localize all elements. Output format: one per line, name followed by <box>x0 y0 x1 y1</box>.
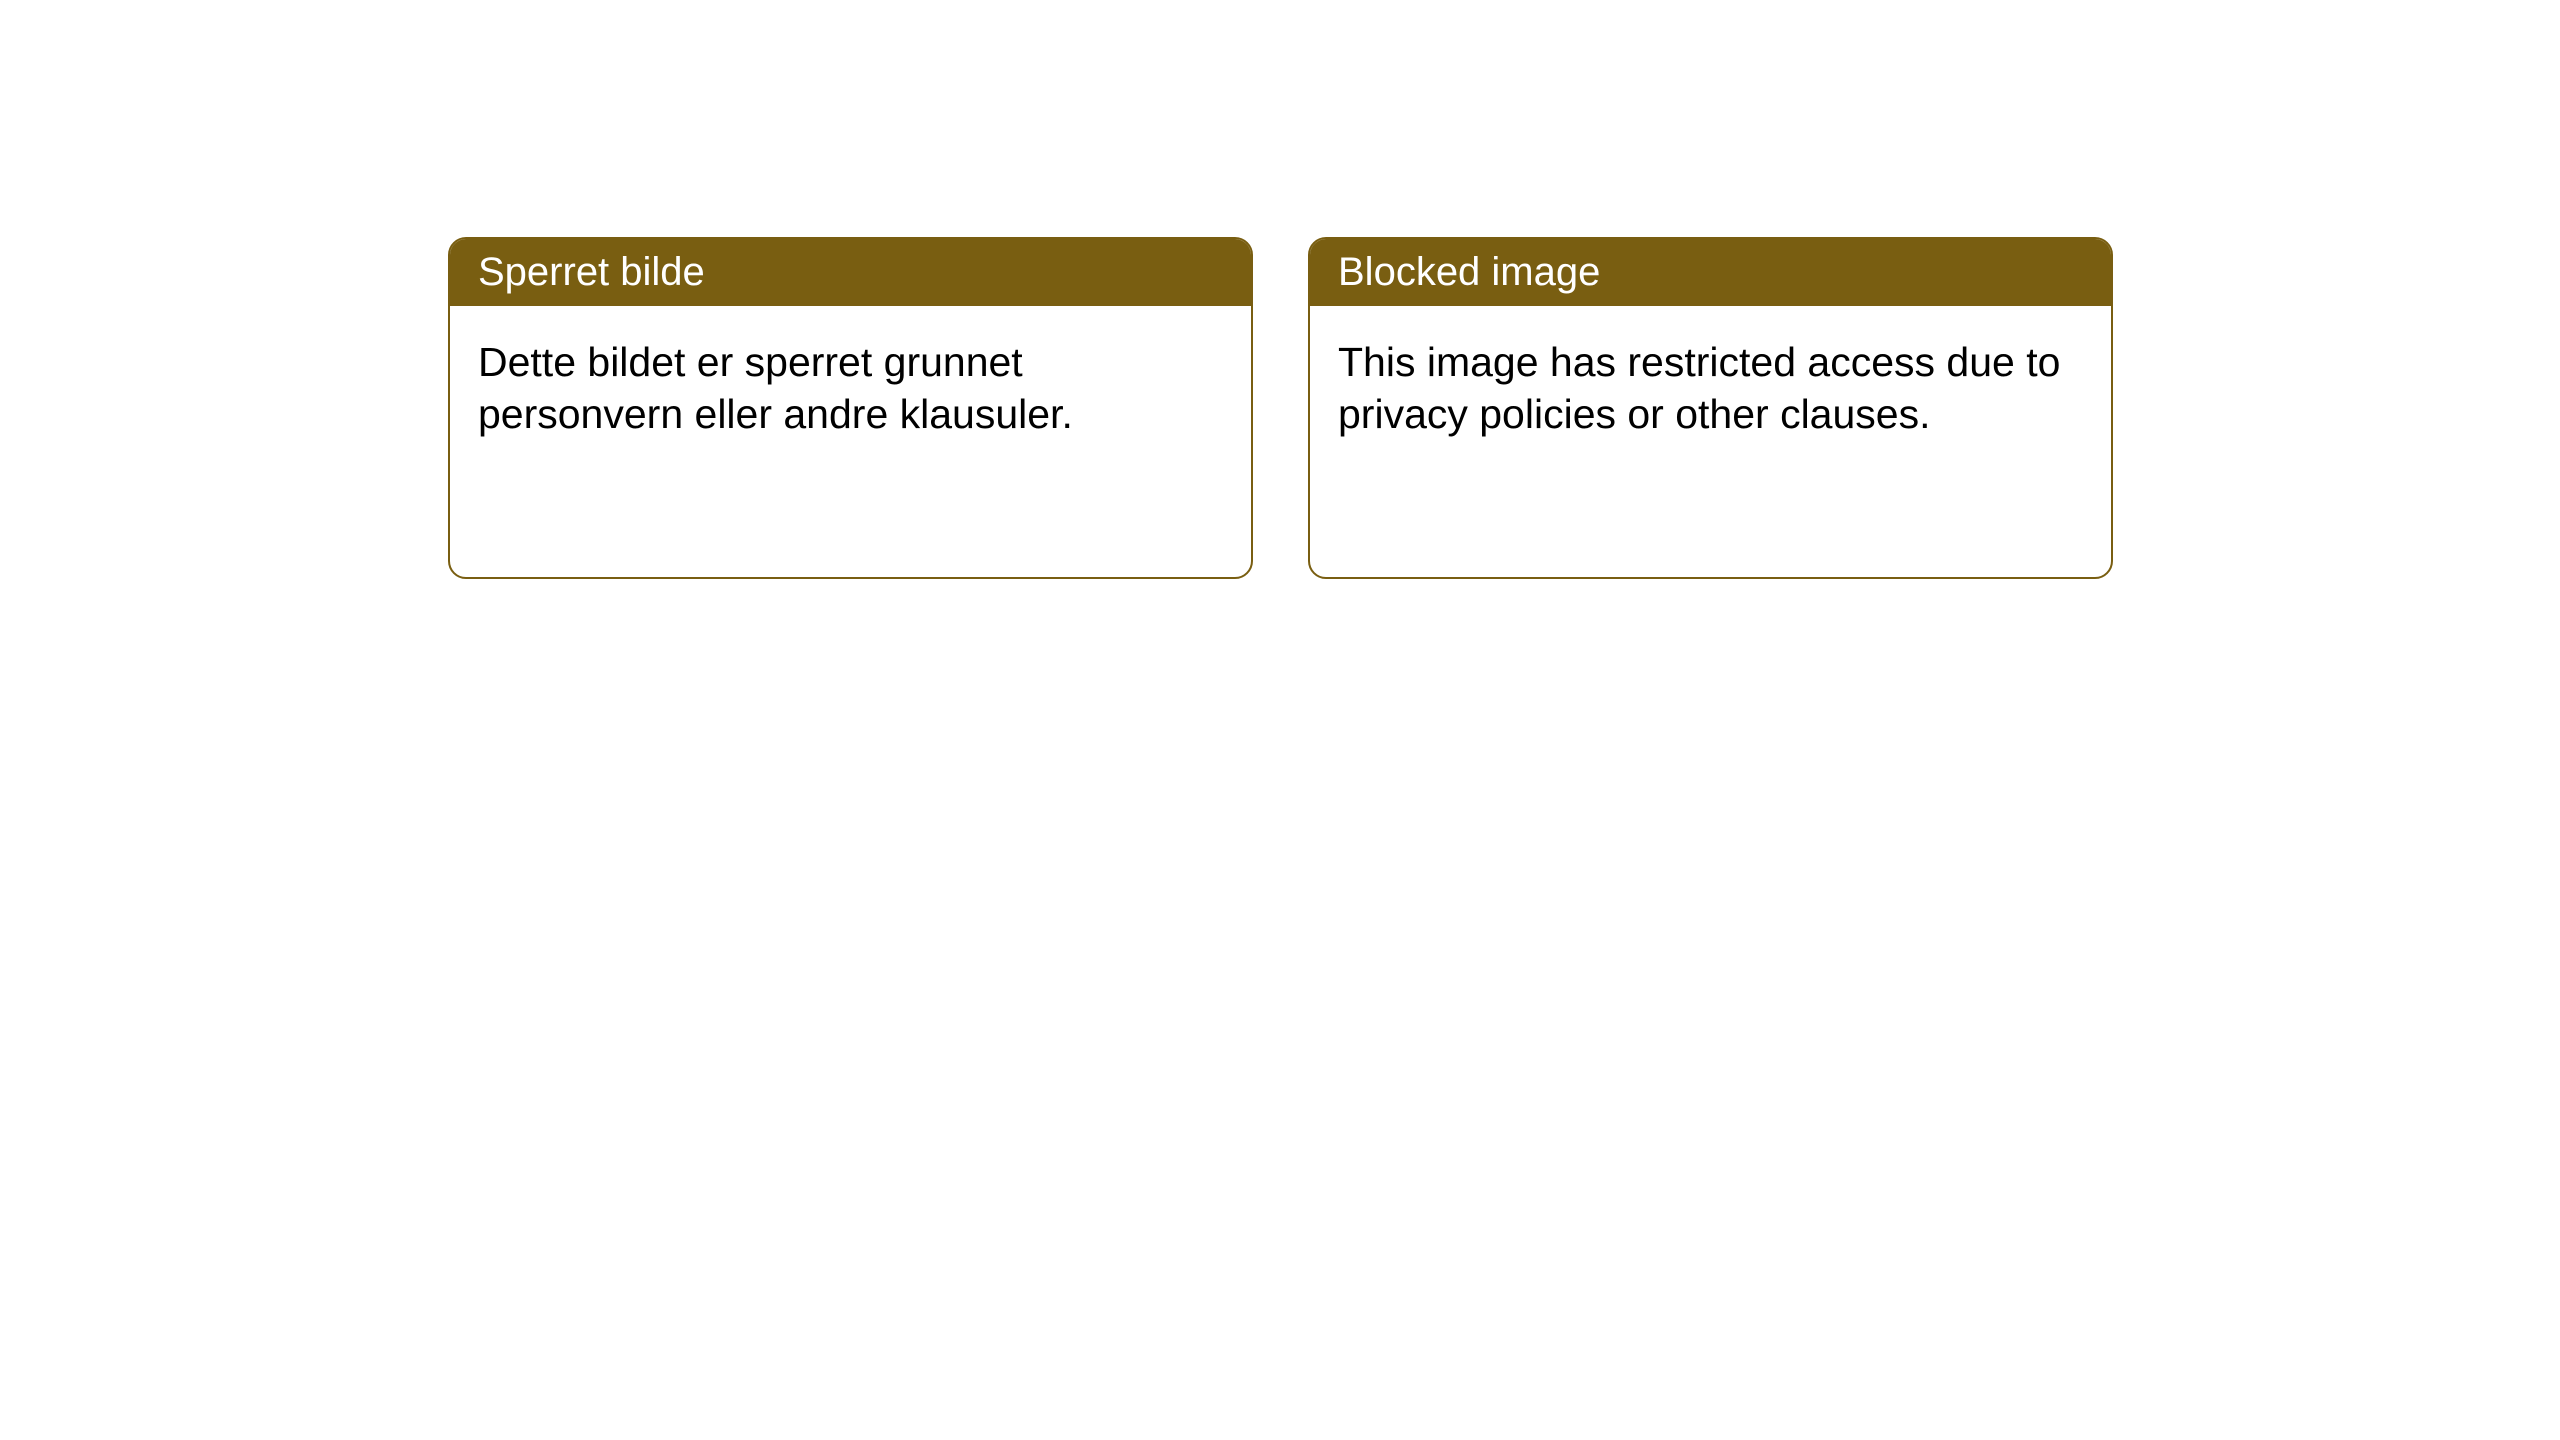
card-title: Blocked image <box>1338 250 1600 294</box>
card-title: Sperret bilde <box>478 250 705 294</box>
cards-container: Sperret bilde Dette bildet er sperret gr… <box>0 0 2560 579</box>
notice-card-english: Blocked image This image has restricted … <box>1308 237 2113 579</box>
notice-card-norwegian: Sperret bilde Dette bildet er sperret gr… <box>448 237 1253 579</box>
card-body: Dette bildet er sperret grunnet personve… <box>450 306 1251 471</box>
card-header: Blocked image <box>1310 239 2111 306</box>
card-body-text: This image has restricted access due to … <box>1338 339 2060 437</box>
card-body: This image has restricted access due to … <box>1310 306 2111 471</box>
card-header: Sperret bilde <box>450 239 1251 306</box>
card-body-text: Dette bildet er sperret grunnet personve… <box>478 339 1073 437</box>
